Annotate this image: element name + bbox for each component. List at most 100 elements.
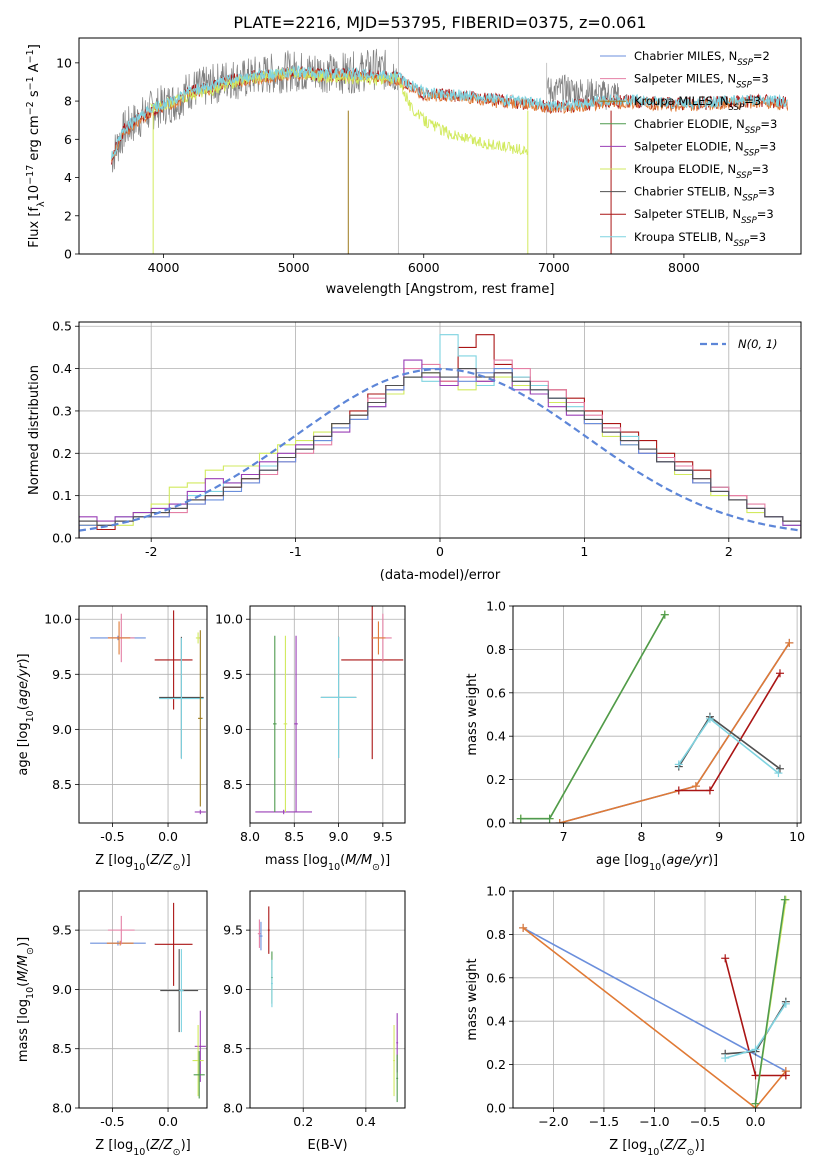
weight-line (520, 614, 666, 820)
weight-line (559, 642, 790, 823)
legend-label-part: =2 (753, 49, 770, 63)
weight-line (522, 927, 787, 1108)
y-tick-label: 0.0 (486, 1101, 506, 1116)
x-tick-label: 0.0 (158, 1114, 178, 1129)
legend-label-part: SSP (737, 58, 753, 68)
legend-label-part: Chabrier MILES, N (634, 49, 737, 63)
y-tick-label: 4 (64, 170, 72, 185)
label-part: ⊙ (25, 947, 36, 955)
x-tick-label: 6000 (408, 260, 440, 275)
weight-line (520, 614, 666, 820)
legend-label-part: Kroupa MILES, N (634, 94, 729, 108)
label-part: ⊙ (173, 862, 181, 873)
legend-label-part: =3 (757, 207, 774, 221)
x-tick-label: 8.5 (284, 829, 304, 844)
label-part: 10 (649, 862, 661, 873)
legend-label-part: =3 (744, 94, 761, 108)
axes-age_vs_mass: 8.0 8.5 9.0 9.5 8.5 9.0 9.5 10.0 mass [log10(M/M… (215, 605, 406, 873)
y-tick-label: 0.6 (486, 970, 506, 985)
legend-label-part: SSP (742, 194, 758, 204)
label-part: ( (16, 982, 31, 987)
x-tick-label: −1.5 (589, 1114, 619, 1129)
axes-frame (78, 321, 802, 539)
y-axis-label: age [log10(age/yr)] (16, 653, 36, 775)
plot-area-spectrum (111, 38, 789, 254)
label-part: M/M (345, 853, 372, 868)
label-part: age [log (596, 853, 649, 868)
legend-label: Salpeter MILES, NSSP=3 (634, 72, 769, 91)
y-axis-label: Flux [fλ10−17 erg cm−2 s−1 A−1] (25, 44, 47, 248)
x-axis-label: E(B-V) (307, 1138, 347, 1153)
y-tick-label: 8.5 (52, 1041, 72, 1056)
legend-label-part: =3 (749, 230, 766, 244)
label-part: age/yr (666, 853, 709, 868)
label-part: )] (181, 853, 191, 868)
label-part: )] (16, 937, 31, 947)
legend-label-part: =3 (752, 72, 769, 86)
axes-age_vs_Z: -0.5 0.08.59.09.510.0Z [log10(Z/Z⊙)]age [… (16, 605, 208, 873)
legend-label-part: =3 (759, 139, 776, 153)
y-tick-label: 2 (64, 208, 72, 223)
y-tick-label: 8.5 (223, 1041, 243, 1056)
model-kroupa-stelib (111, 65, 789, 160)
x-tick-label: 0 (436, 544, 444, 559)
plot-area-mass_vs_EBV (257, 906, 399, 1103)
x-tick-label: 8 (637, 829, 645, 844)
legend-label: Chabrier ELODIE, NSSP=3 (634, 117, 777, 136)
x-tick-label: −2.0 (538, 1114, 568, 1129)
legend-label-part: =3 (758, 185, 775, 199)
legend-label-part: SSP (736, 171, 752, 181)
spectrum-data-blue (111, 48, 399, 173)
legend: N(0, 1) (700, 337, 778, 351)
y-tick-label: 9.0 (52, 982, 72, 997)
axes-spectrum: 4000 5000 6000 7000 8000 0 2 4 6 8 10 wavelength [A… (25, 37, 802, 297)
axes-weight_vs_Z: −2.0 −1.5 −1.0 −0.5 0.0 0.0 0.2 0.4 0.6 0.8 1.0 Z [… (465, 884, 802, 1158)
label-part: ( (340, 853, 345, 868)
model-kroupa-elodie (150, 66, 529, 156)
label-part: 10 (133, 862, 145, 873)
plot-area-weight_vs_Z (519, 895, 790, 1108)
x-tick-label: 8.0 (240, 829, 260, 844)
label-part: )] (695, 1138, 705, 1153)
y-tick-label: 0.0 (486, 816, 506, 831)
legend-label-part: Chabrier STELIB, N (634, 185, 742, 199)
y-tick-label: 0.2 (486, 772, 506, 787)
legend-label-part: SSP (729, 103, 745, 113)
label-part: ( (145, 1138, 150, 1153)
label-part: A (27, 63, 42, 76)
y-tick-label: 10.0 (215, 612, 243, 627)
x-tick-label: 9.0 (329, 829, 349, 844)
legend-label-part: Kroupa STELIB, N (634, 230, 734, 244)
x-tick-label: 10 (789, 829, 805, 844)
label-part: ( (16, 705, 31, 710)
x-tick-label: -1 (289, 544, 301, 559)
plot-area-residuals (79, 334, 801, 538)
x-tick-label: 0.0 (158, 829, 178, 844)
axes-frame (512, 890, 802, 1109)
x-tick-label: 2 (725, 544, 733, 559)
axes-mass_vs_Z: -0.5 0.08.08.59.09.5Z [log10(Z/Z⊙)]mass [… (16, 890, 208, 1158)
axes-frame (78, 605, 208, 824)
y-tick-label: 9.0 (223, 722, 243, 737)
y-tick-label: 10.0 (44, 612, 72, 627)
y-tick-label: 8.5 (223, 777, 243, 792)
y-tick-label: 1.0 (486, 884, 506, 899)
y-tick-label: 0 (64, 247, 72, 262)
label-part: Z [log (95, 1138, 133, 1153)
x-tick-label: 7000 (538, 260, 570, 275)
legend-label-part: SSP (734, 239, 750, 249)
label-part: −17 (25, 165, 36, 185)
label-part: 10 (25, 987, 36, 999)
weight-line (522, 927, 787, 1072)
axes-frame (249, 890, 406, 1109)
axes-mass_vs_EBV: 0.2 0.4 8.0 8.5 9.0 9.5 E(B-V) (223, 890, 406, 1153)
legend-label-part: =3 (760, 117, 777, 131)
label-part: 10 (27, 185, 42, 202)
figure-title: PLATE=2216, MJD=53795, FIBERID=0375, z=0… (233, 13, 646, 32)
axes-frame (249, 605, 406, 824)
legend-label-part: SSP (736, 81, 752, 91)
y-tick-label: 8.5 (52, 777, 72, 792)
